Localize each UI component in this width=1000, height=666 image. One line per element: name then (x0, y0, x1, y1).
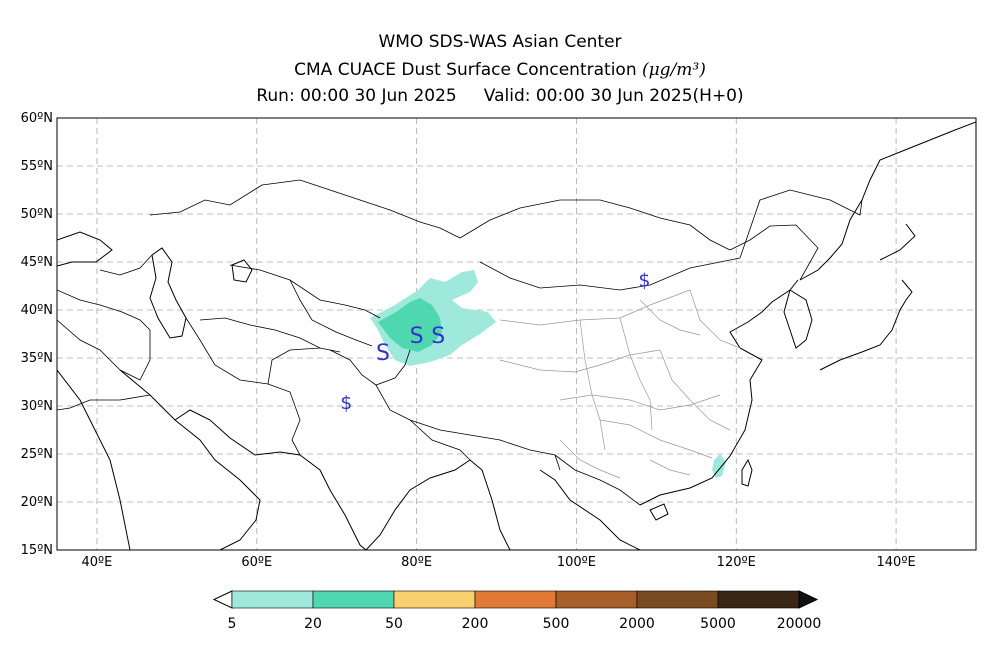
dust-plume-medium (378, 298, 442, 352)
lat-tick-label: 60ºN (21, 111, 53, 126)
lon-tick-label: 80ºE (401, 555, 432, 570)
dust-plume-taiwan (712, 454, 726, 478)
lat-tick-label: 55ºN (21, 159, 53, 174)
colorbar-tick-label: 5 (228, 616, 237, 632)
colorbar-tick-label: 500 (543, 616, 570, 632)
lat-tick-label: 50ºN (21, 207, 53, 222)
colorbar-tick-label: 50 (385, 616, 403, 632)
dust-storm-marker: $ (340, 392, 352, 414)
valid-time: Valid: 00:00 30 Jun 2025(H+0) (483, 86, 744, 106)
colorbar-segment (717, 590, 800, 609)
graticule (57, 118, 976, 550)
lat-tick-label: 40ºN (21, 303, 53, 318)
longitude-labels: 40ºE 60ºE 80ºE 100ºE 120ºE 140ºE (82, 555, 916, 570)
title-line-1: WMO SDS-WAS Asian Center (378, 32, 622, 52)
colorbar-segment (555, 590, 638, 609)
lat-tick-label: 20ºN (21, 495, 53, 510)
basemap (57, 121, 976, 550)
colorbar (212, 590, 819, 609)
colorbar-segment (231, 590, 314, 609)
lon-tick-label: 120ºE (717, 555, 756, 570)
colorbar-tick-label: 20000 (777, 616, 822, 632)
lat-tick-label: 25ºN (21, 447, 53, 462)
colorbar-segment (393, 590, 476, 609)
lat-tick-label: 15ºN (21, 543, 53, 558)
dust-storm-marker: S (410, 324, 424, 349)
lat-tick-label: 35ºN (21, 351, 53, 366)
title-variable: CMA CUACE Dust Surface Concentration (294, 60, 637, 80)
colorbar-segment (312, 590, 395, 609)
coastlines (57, 121, 976, 550)
colorbar-tick-label: 2000 (619, 616, 655, 632)
run-time: Run: 00:00 30 Jun 2025 (256, 86, 457, 106)
lat-tick-label: 45ºN (21, 255, 53, 270)
colorbar-labels: 5 20 50 200 500 2000 5000 20000 (228, 616, 822, 632)
latitude-labels: 60ºN 55ºN 50ºN 45ºN 40ºN 35ºN 30ºN 25ºN 20ºN 15ºN (21, 111, 53, 558)
dust-storm-marker: S (431, 324, 445, 349)
colorbar-tick-label: 5000 (700, 616, 736, 632)
colorbar-tick-label: 200 (462, 616, 489, 632)
province-borders (499, 289, 741, 479)
title-line-3: Run: 00:00 30 Jun 2025 Valid: 00:00 30 J… (0, 86, 1000, 106)
dust-storm-marker: $ (638, 269, 650, 291)
country-borders (57, 179, 863, 506)
title-unit: (μg/m³) (642, 60, 706, 80)
lon-tick-label: 60ºE (241, 555, 272, 570)
lon-tick-label: 40ºE (82, 555, 113, 570)
colorbar-under-arrow (212, 590, 233, 609)
lon-tick-label: 140ºE (877, 555, 916, 570)
colorbar-segment (636, 590, 719, 609)
colorbar-over-arrow (798, 590, 819, 609)
map-border (56, 117, 977, 551)
dust-storm-marker: S (376, 341, 390, 366)
lat-tick-label: 30ºN (21, 399, 53, 414)
colorbar-tick-label: 20 (304, 616, 322, 632)
map-panel (57, 118, 976, 550)
title-line-2: CMA CUACE Dust Surface Concentration (μg… (0, 60, 1000, 80)
colorbar-segment (474, 590, 557, 609)
lon-tick-label: 100ºE (557, 555, 596, 570)
dust-storm-markers: $S SS$ (340, 269, 650, 414)
